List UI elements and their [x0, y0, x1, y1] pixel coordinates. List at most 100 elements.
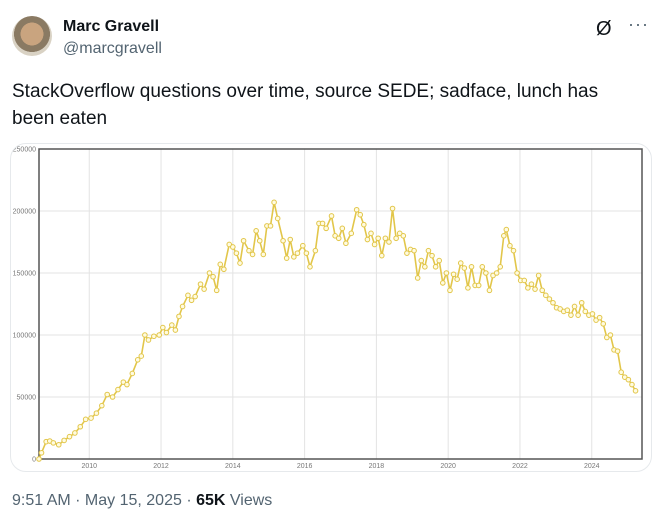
data-point — [72, 430, 78, 436]
data-point — [124, 381, 130, 388]
data-point — [335, 235, 342, 242]
data-point — [393, 235, 399, 242]
data-point — [465, 285, 471, 291]
more-icon[interactable]: ··· — [628, 14, 649, 34]
tweet-time[interactable]: 9:51 AM — [12, 492, 71, 509]
data-point — [439, 280, 446, 286]
data-point — [486, 287, 493, 294]
data-point — [213, 287, 220, 294]
data-point — [188, 297, 195, 304]
data-point — [571, 303, 578, 310]
data-point — [156, 332, 163, 338]
data-point — [82, 416, 89, 423]
data-point — [294, 250, 301, 256]
tweet-text: StackOverflow questions over time, sourc… — [12, 81, 599, 129]
avatar[interactable] — [12, 16, 52, 56]
data-point — [483, 270, 489, 276]
data-point — [418, 257, 425, 264]
data-point — [61, 437, 67, 444]
data-point — [378, 252, 385, 259]
data-point — [348, 230, 355, 237]
author-name[interactable]: Marc Gravell — [63, 18, 160, 35]
data-point — [328, 213, 335, 219]
data-point — [436, 257, 443, 264]
plot-frame — [38, 148, 643, 460]
data-point — [280, 237, 286, 244]
data-point — [50, 440, 57, 446]
data-point — [134, 357, 141, 363]
data-point — [217, 261, 224, 268]
data-point — [454, 276, 460, 282]
data-point — [589, 311, 596, 317]
data-point — [543, 292, 549, 299]
data-point — [618, 369, 624, 375]
data-point — [510, 247, 517, 254]
data-point — [66, 433, 73, 440]
data-point — [339, 225, 346, 232]
data-point — [361, 221, 367, 228]
data-point — [185, 292, 191, 299]
y-tick-label: 0 — [32, 457, 36, 464]
x-tick-label: 2024 — [584, 463, 600, 470]
data-point — [169, 322, 175, 328]
data-point — [582, 308, 589, 315]
grok-icon[interactable]: Ø — [596, 18, 612, 40]
data-point — [319, 220, 326, 227]
data-point — [625, 376, 632, 383]
data-point — [507, 242, 513, 249]
data-point — [503, 226, 510, 233]
data-point — [457, 260, 464, 266]
data-point — [422, 264, 428, 270]
data-point — [532, 286, 538, 292]
x-tick-label: 2016 — [297, 463, 313, 470]
data-point — [539, 287, 546, 294]
data-point — [260, 251, 267, 258]
data-point — [411, 247, 417, 254]
author-handle[interactable]: @marcgravell — [63, 40, 162, 57]
tweet-footer: 9:51 AM · May 15, 2025 · 65K Views — [12, 492, 272, 510]
chart-image[interactable]: 0 50000 100000 150000 200000 250000 2010 2012 20… — [10, 143, 652, 472]
data-point — [142, 332, 148, 338]
data-point — [115, 386, 121, 393]
data-point — [364, 236, 371, 243]
data-point — [389, 205, 396, 212]
x-tick-label: 2018 — [369, 463, 385, 470]
data-point — [55, 441, 62, 448]
data-point — [253, 228, 259, 234]
data-point — [600, 321, 607, 327]
data-point — [138, 353, 145, 359]
data-point — [614, 348, 621, 354]
data-point — [497, 264, 504, 270]
views-label: Views — [225, 492, 273, 509]
data-point — [353, 206, 360, 213]
data-point — [246, 247, 252, 254]
data-point — [129, 370, 136, 377]
data-point — [287, 236, 294, 243]
data-point — [237, 260, 243, 266]
data-point — [400, 233, 407, 239]
data-point — [172, 327, 179, 333]
y-tick-label: 50000 — [17, 395, 37, 402]
data-point — [564, 307, 571, 313]
data-point — [99, 402, 105, 409]
x-tick-label: 2014 — [225, 463, 241, 470]
y-tick-label: 200000 — [13, 209, 36, 216]
data-point — [568, 312, 574, 318]
data-point — [206, 270, 213, 276]
data-point — [535, 272, 542, 279]
x-tick-label: 2022 — [512, 463, 528, 470]
separator: · — [181, 492, 197, 509]
data-point — [447, 287, 453, 294]
data-point — [414, 275, 421, 281]
data-point — [575, 312, 581, 318]
data-point — [429, 252, 435, 259]
data-point — [578, 299, 585, 306]
data-point — [475, 282, 482, 289]
data-point — [300, 242, 306, 249]
data-point — [145, 337, 152, 343]
data-point — [443, 270, 450, 276]
tweet-date[interactable]: May 15, 2025 — [84, 492, 182, 509]
data-point — [596, 314, 603, 321]
data-point — [291, 254, 297, 260]
